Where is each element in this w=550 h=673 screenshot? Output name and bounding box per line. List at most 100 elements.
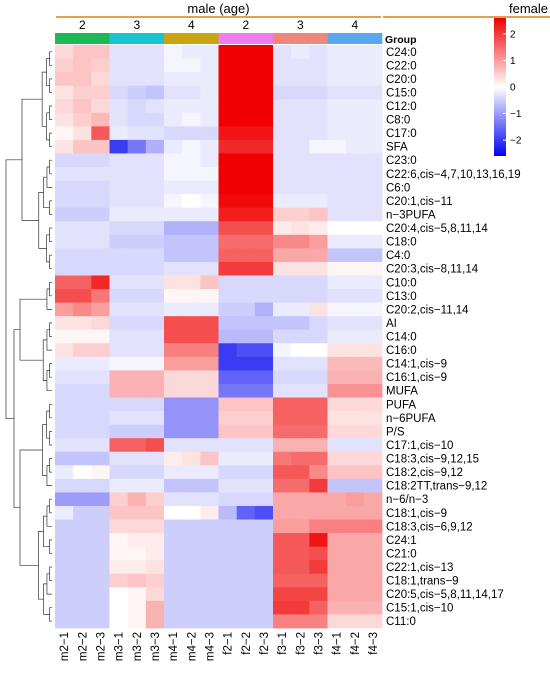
heatmap-cell (127, 438, 147, 453)
heatmap-cell (291, 465, 310, 480)
heatmap-cell (109, 126, 129, 141)
heatmap-cell (164, 370, 183, 385)
heatmap-cell (127, 85, 147, 100)
heatmap-cell (327, 370, 347, 385)
heatmap-cell (73, 383, 92, 398)
heatmap-cell (363, 289, 383, 304)
dendrogram-branch (46, 234, 50, 263)
heatmap-cell (363, 546, 383, 561)
heatmap-cell (309, 221, 328, 236)
heatmap-cell (291, 370, 310, 385)
column-label: f3−2 (295, 632, 307, 655)
heatmap-cell (254, 492, 274, 507)
heatmap-cell (127, 505, 147, 520)
heatmap-cell (236, 465, 256, 480)
heatmap-cell (109, 261, 129, 276)
heatmap-cell (91, 478, 110, 493)
heatmap-cell (309, 316, 328, 331)
dendrogram-branch (49, 498, 52, 514)
heatmap-cell (327, 478, 347, 493)
heatmap-cell (218, 207, 238, 222)
heatmap-cell (91, 492, 110, 507)
group-annotation-label: 4 (188, 18, 195, 32)
row-label: C20:4,cis−5,8,11,14 (386, 223, 488, 235)
heatmap-cell (145, 99, 165, 114)
heatmap-cell (164, 519, 183, 534)
heatmap-cell (291, 248, 310, 263)
heatmap-cell (291, 343, 310, 358)
heatmap-cell (291, 112, 310, 127)
heatmap-cell (200, 465, 219, 480)
heatmap-cell (73, 343, 92, 358)
heatmap-cell (273, 343, 292, 358)
heatmap-cell (55, 85, 74, 100)
column-label: m4−2 (186, 632, 198, 661)
column-label: f3−3 (313, 632, 325, 655)
heatmap-cell (182, 58, 201, 73)
heatmap-cell (254, 478, 274, 493)
heatmap-cell (164, 248, 183, 263)
heatmap-cell (218, 478, 238, 493)
heatmap-cell (145, 58, 165, 73)
heatmap-cell (73, 438, 92, 453)
heatmap-cell (309, 465, 328, 480)
dendrogram-branch (46, 58, 50, 87)
heatmap-cell (236, 546, 256, 561)
heatmap-cell (363, 112, 383, 127)
heatmap-cell (164, 126, 183, 141)
heatmap-cell (55, 275, 74, 290)
heatmap-cell (309, 383, 328, 398)
heatmap-cell (218, 289, 238, 304)
heatmap-cell (182, 478, 201, 493)
heatmap-cell (254, 45, 274, 59)
heatmap-cell (254, 289, 274, 304)
heatmap-cell (109, 411, 129, 426)
heatmap-cell (73, 261, 92, 276)
heatmap-cell (327, 383, 347, 398)
heatmap-cell (236, 58, 256, 73)
heatmap-cell (164, 465, 183, 480)
heatmap-cell (218, 85, 238, 100)
heatmap-cell (91, 600, 110, 615)
heatmap-cell (145, 234, 165, 249)
heatmap-cell (309, 99, 328, 114)
heatmap-cell (273, 112, 292, 127)
heatmap-cell (109, 329, 129, 344)
heatmap-cell (73, 207, 92, 222)
heatmap-cell (309, 167, 328, 181)
heatmap-cell (309, 343, 328, 358)
dendrogram-branch (49, 132, 52, 148)
heatmap-cell (164, 167, 183, 181)
heatmap-cell (127, 587, 147, 602)
heatmap-cell (345, 261, 365, 276)
heatmap-cell (291, 519, 310, 534)
heatmap-cell (309, 533, 328, 548)
row-label: C18:2,cis−9,12 (386, 467, 463, 479)
heatmap-cell (91, 329, 110, 344)
heatmap-cell (345, 72, 365, 87)
heatmap-cell (218, 492, 238, 507)
row-label: C11:0 (386, 616, 416, 628)
heatmap-cell (55, 600, 74, 615)
heatmap-cell (273, 383, 292, 398)
column-label: m2−1 (59, 632, 71, 661)
heatmap-cell (145, 478, 165, 493)
heatmap-cell (55, 180, 74, 195)
heatmap-cell (164, 560, 183, 575)
heatmap-cell (164, 587, 183, 602)
heatmap-cell (218, 546, 238, 561)
heatmap-cell (327, 587, 347, 602)
heatmap-cell (218, 126, 238, 141)
heatmap-cell (200, 492, 219, 507)
heatmap-cell (91, 465, 110, 480)
heatmap-cell (73, 356, 92, 371)
row-label: C15:1,cis−10 (386, 603, 453, 615)
heatmap-cell (145, 438, 165, 453)
heatmap-cell (73, 316, 92, 331)
heatmap-cell (363, 194, 383, 209)
heatmap-cell (273, 234, 292, 249)
heatmap-cell (145, 492, 165, 507)
heatmap-cell (91, 207, 110, 222)
heatmap-cell (345, 302, 365, 317)
heatmap-cell (91, 302, 110, 317)
